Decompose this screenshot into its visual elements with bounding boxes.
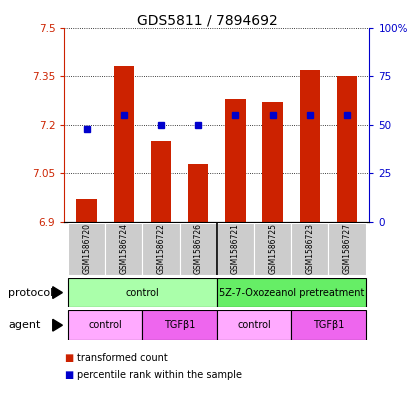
Bar [217,310,291,340]
Text: control: control [237,320,271,330]
Text: GDS5811 / 7894692: GDS5811 / 7894692 [137,14,278,28]
Bar [337,76,357,222]
Polygon shape [53,319,62,331]
Bar [328,223,366,275]
Text: GSM1586720: GSM1586720 [82,224,91,274]
Bar [291,310,366,340]
Bar [76,199,97,222]
Text: GSM1586722: GSM1586722 [156,224,166,274]
Text: GSM1586726: GSM1586726 [194,224,203,274]
Bar [151,141,171,222]
Text: TGFβ1: TGFβ1 [164,320,195,330]
Text: ■: ■ [64,370,73,380]
Bar [225,99,246,222]
Bar [300,70,320,222]
Text: percentile rank within the sample: percentile rank within the sample [77,370,242,380]
Bar [68,310,142,340]
Text: protocol: protocol [8,288,54,298]
Text: control: control [126,288,159,298]
Bar [262,102,283,222]
Text: GSM1586724: GSM1586724 [120,224,128,274]
Bar [180,223,217,275]
Bar [68,278,217,307]
Text: GSM1586725: GSM1586725 [268,224,277,274]
Text: transformed count: transformed count [77,353,168,364]
Polygon shape [53,287,62,299]
Bar [217,278,366,307]
Text: GSM1586721: GSM1586721 [231,224,240,274]
Bar [217,223,254,275]
Text: GSM1586727: GSM1586727 [342,224,352,274]
Text: ■: ■ [64,353,73,364]
Text: agent: agent [8,320,41,330]
Bar [188,164,208,222]
Text: control: control [88,320,122,330]
Text: TGFβ1: TGFβ1 [313,320,344,330]
Bar [254,223,291,275]
Bar [114,66,134,222]
Text: 5Z-7-Oxozeanol pretreatment: 5Z-7-Oxozeanol pretreatment [219,288,364,298]
Text: GSM1586723: GSM1586723 [305,224,314,274]
Bar [291,223,328,275]
Bar [142,310,217,340]
Bar [105,223,142,275]
Bar [142,223,180,275]
Bar [68,223,105,275]
